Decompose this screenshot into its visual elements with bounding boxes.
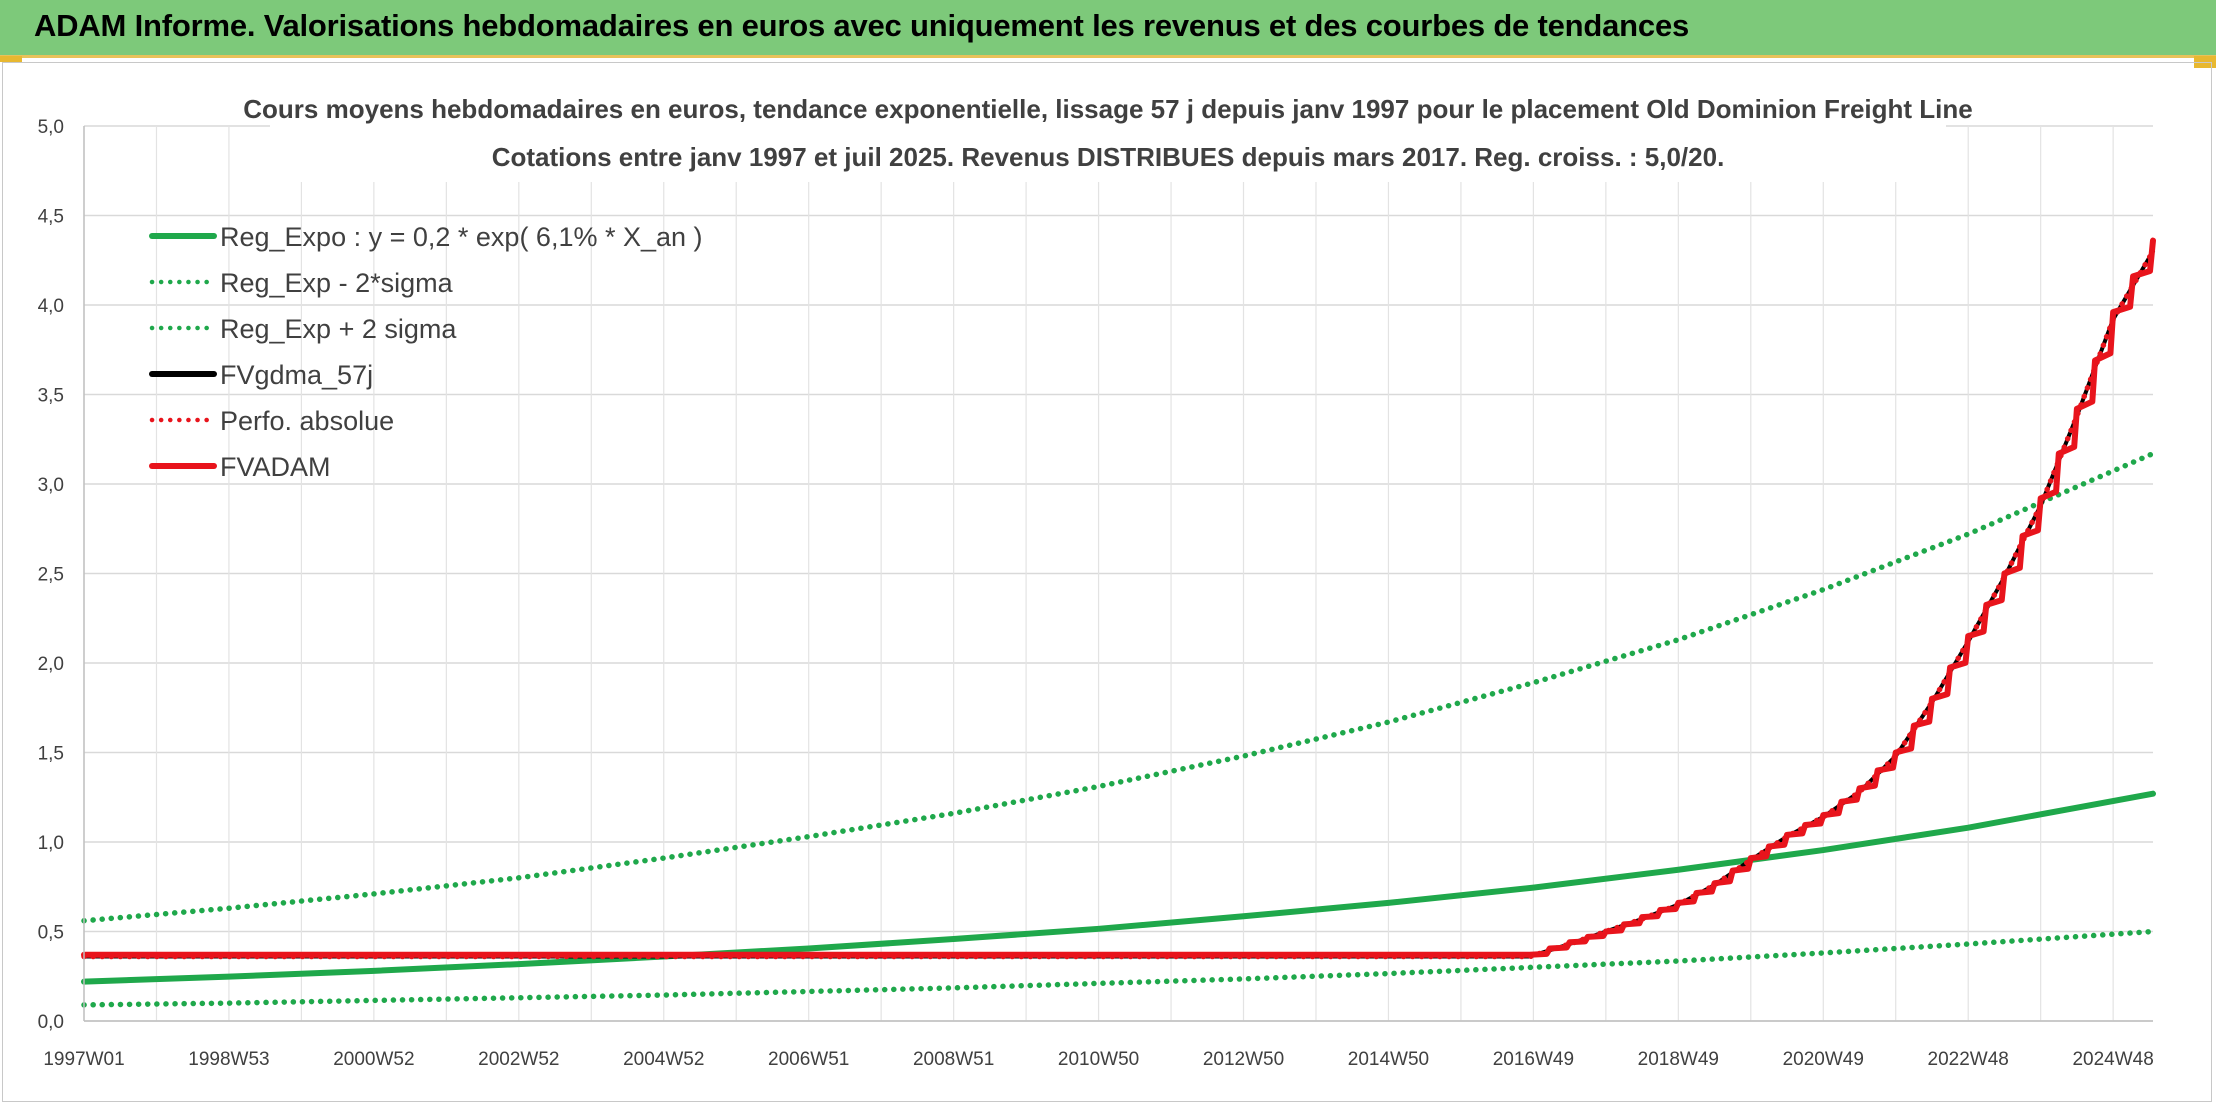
legend-label: FVgdma_57j: [220, 360, 373, 390]
x-tick-label: 2022W48: [1928, 1049, 2009, 1070]
legend-label: Reg_Expo : y = 0,2 * exp( 6,1% * X_an ): [220, 222, 703, 252]
legend-label: Perfo. absolue: [220, 406, 394, 436]
chart-frame: [2, 62, 2212, 1102]
title-background: [270, 92, 1946, 182]
banner-accent-left: [0, 56, 22, 62]
x-tick-label: 2010W50: [1058, 1049, 1139, 1070]
chart-title-line-1: Cours moyens hebdomadaires en euros, ten…: [243, 94, 1972, 124]
x-tick-label: 1998W53: [188, 1049, 269, 1070]
grid: [83, 125, 2153, 1022]
x-tick-label: 2016W49: [1493, 1049, 1574, 1070]
x-tick-label: 2020W49: [1783, 1049, 1864, 1070]
axes: 0,0 0,5 1,0 1,5 2,0 2,5 3,0 3,5 4,0 4,5 5,0 1997W01…: [38, 117, 2154, 1070]
fvadam-line: [81, 237, 2156, 958]
perfo-absolue-line: [81, 248, 2156, 960]
y-tick-label: 4,0: [38, 296, 64, 317]
y-tick-label: 5,0: [38, 117, 64, 138]
legend-label: Reg_Exp + 2 sigma: [220, 314, 457, 344]
report-title: ADAM Informe. Valorisations hebdomadaire…: [34, 8, 1690, 43]
fvgdma-line: [82, 249, 2155, 959]
x-tick-label: 2008W51: [913, 1049, 994, 1070]
x-tick-label: 2002W52: [478, 1049, 559, 1070]
x-tick-label: 2024W48: [2072, 1049, 2153, 1070]
y-tick-label: 4,5: [38, 207, 64, 228]
x-tick-label: 2006W51: [768, 1049, 849, 1070]
x-tick-label: 1997W01: [43, 1049, 124, 1070]
legend-label: FVADAM: [220, 452, 331, 482]
x-tick-label: 2000W52: [333, 1049, 414, 1070]
chart-title-line-2: Cotations entre janv 1997 et juil 2025. …: [492, 142, 1725, 172]
legend: Reg_Expo : y = 0,2 * exp( 6,1% * X_an ) R…: [149, 222, 703, 482]
y-tick-label: 3,0: [38, 475, 64, 496]
regression-plus-2sigma-line: [81, 450, 2156, 924]
y-tick-label: 2,0: [38, 654, 64, 675]
x-tick-label: 2014W50: [1348, 1049, 1429, 1070]
y-tick-label: 3,5: [38, 386, 64, 407]
y-tick-label: 0,5: [38, 923, 64, 944]
y-tick-label: 1,0: [38, 833, 64, 854]
x-tick-label: 2018W49: [1638, 1049, 1719, 1070]
regression-expo-line: [81, 790, 2156, 985]
legend-label: Reg_Exp - 2*sigma: [220, 268, 454, 298]
y-tick-label: 0,0: [38, 1012, 64, 1033]
series-layer: [81, 237, 2156, 1008]
regression-minus-2sigma-line: [81, 928, 2156, 1008]
y-tick-label: 2,5: [38, 565, 64, 586]
report-banner: ADAM Informe. Valorisations hebdomadaire…: [0, 0, 2216, 58]
x-tick-label: 2004W52: [623, 1049, 704, 1070]
y-tick-label: 1,5: [38, 744, 64, 765]
x-tick-label: 2012W50: [1203, 1049, 1284, 1070]
